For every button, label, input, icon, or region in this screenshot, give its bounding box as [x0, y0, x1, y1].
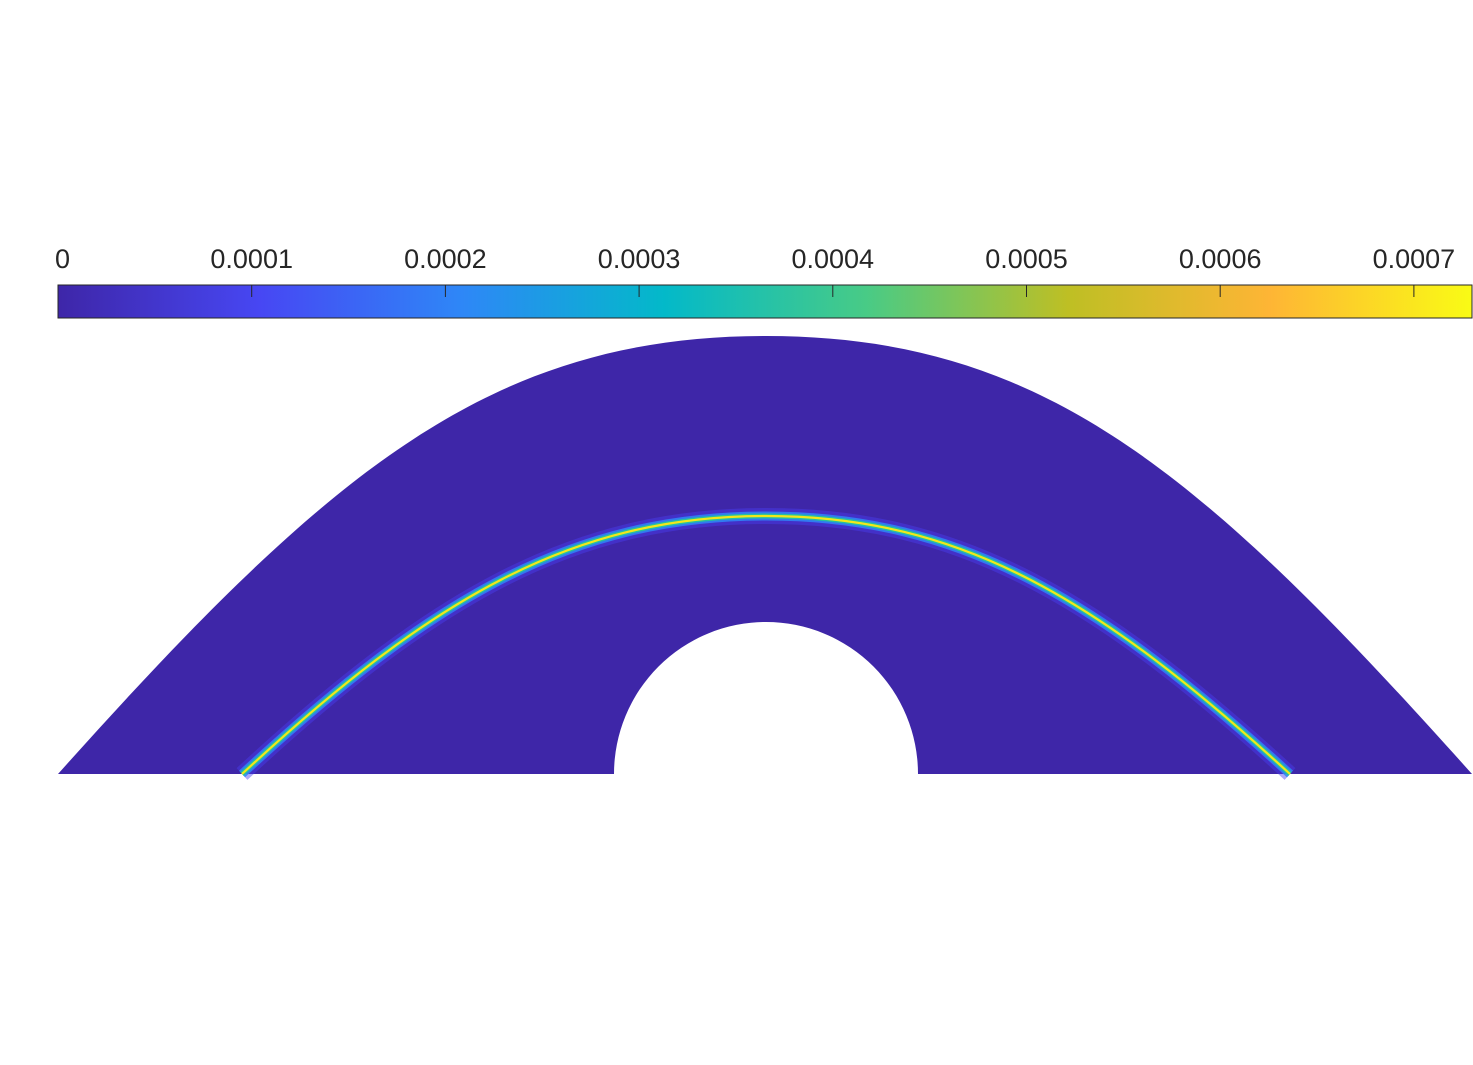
arch-domain — [58, 336, 1472, 774]
colorbar-bar — [57, 284, 1473, 319]
colorbar-tick-label: 0.0001 — [210, 244, 293, 274]
colorbar-tick-label: 0.0005 — [985, 244, 1068, 274]
field-plot — [58, 336, 1472, 780]
colorbar: 0 0.0001 0.0002 0.0003 0.0004 0.0005 0.0006 0.0… — [55, 244, 1473, 319]
colorbar-ticks — [57, 285, 1415, 297]
colorbar-tick-label: 0.0002 — [404, 244, 487, 274]
colorbar-tick-label: 0.0006 — [1179, 244, 1262, 274]
colorbar-tick-label: 0 — [55, 244, 70, 274]
colorbar-tick-labels: 0 0.0001 0.0002 0.0003 0.0004 0.0005 0.0006 0.0… — [55, 244, 1455, 274]
colorbar-tick-label: 0.0003 — [598, 244, 681, 274]
colorbar-tick-label: 0.0004 — [791, 244, 874, 274]
crack-band — [236, 507, 1296, 780]
crack-core — [241, 514, 1291, 775]
colorbar-tick-label: 0.0007 — [1373, 244, 1456, 274]
